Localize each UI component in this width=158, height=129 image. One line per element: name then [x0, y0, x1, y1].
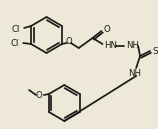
Text: Cl: Cl — [11, 38, 19, 47]
Text: O: O — [36, 91, 42, 99]
Text: O: O — [65, 38, 72, 46]
Text: NH: NH — [128, 68, 141, 78]
Text: Cl: Cl — [12, 25, 20, 34]
Text: NH: NH — [126, 42, 139, 50]
Text: HN: HN — [104, 42, 117, 50]
Text: S: S — [152, 46, 158, 55]
Text: O: O — [103, 26, 110, 34]
